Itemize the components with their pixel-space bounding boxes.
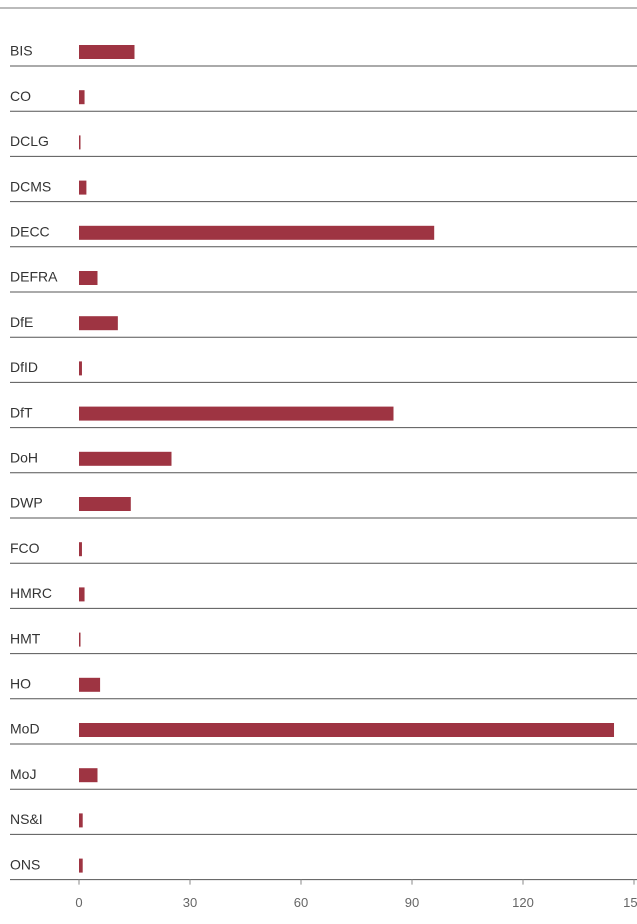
category-label: ONS bbox=[10, 856, 40, 872]
category-label: DfID bbox=[10, 359, 38, 375]
category-label: DfE bbox=[10, 314, 33, 330]
bar bbox=[79, 406, 394, 421]
bar bbox=[79, 451, 172, 466]
x-tick-label: 120 bbox=[512, 895, 534, 910]
x-tick-label: 90 bbox=[405, 895, 419, 910]
bar bbox=[79, 677, 101, 692]
bar bbox=[79, 225, 435, 240]
category-label: DWP bbox=[10, 495, 43, 511]
bar bbox=[79, 316, 118, 331]
bar bbox=[79, 858, 83, 873]
category-label: DECC bbox=[10, 224, 50, 240]
category-label: DfT bbox=[10, 404, 33, 420]
bar bbox=[79, 542, 82, 557]
bar bbox=[79, 271, 98, 285]
bar bbox=[79, 497, 131, 511]
bar bbox=[79, 813, 83, 828]
category-label: DEFRA bbox=[10, 269, 58, 285]
bar bbox=[79, 45, 135, 59]
bar bbox=[79, 768, 98, 783]
bar bbox=[79, 135, 81, 150]
category-label: NS&I bbox=[10, 811, 43, 827]
x-tick-label: 150 bbox=[623, 895, 637, 910]
category-label: DCLG bbox=[10, 133, 49, 149]
category-label: CO bbox=[10, 88, 31, 104]
bar bbox=[79, 90, 85, 105]
category-label: DCMS bbox=[10, 178, 51, 194]
bar bbox=[79, 632, 81, 647]
x-tick-label: 0 bbox=[75, 895, 82, 910]
bar bbox=[79, 587, 85, 602]
category-label: DoH bbox=[10, 450, 38, 466]
category-label: HMRC bbox=[10, 585, 52, 601]
x-tick-label: 30 bbox=[183, 895, 197, 910]
bar bbox=[79, 723, 615, 737]
category-label: HO bbox=[10, 676, 31, 692]
bar bbox=[79, 180, 87, 195]
category-label: MoJ bbox=[10, 766, 36, 782]
category-label: BIS bbox=[10, 43, 33, 59]
category-label: HMT bbox=[10, 630, 41, 646]
category-label: MoD bbox=[10, 721, 40, 737]
category-label: FCO bbox=[10, 540, 40, 556]
bar bbox=[79, 361, 82, 376]
x-tick-label: 60 bbox=[294, 895, 308, 910]
